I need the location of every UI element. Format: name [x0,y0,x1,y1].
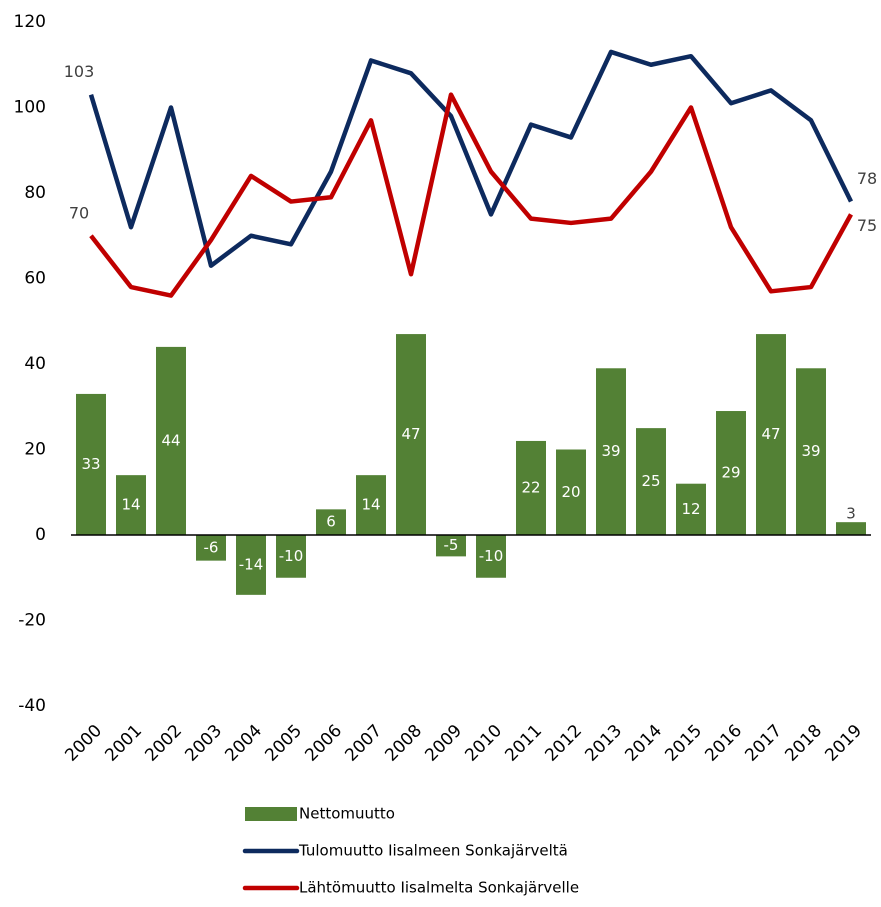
bar-label: 12 [681,500,700,518]
y-tick-label: 20 [24,440,46,460]
bar [76,393,106,535]
x-tick-label: 2007 [341,721,386,766]
x-tick-label: 2017 [741,721,786,766]
bar-label: 29 [721,464,740,482]
legend-label: Tulomuutto Iisalmeen Sonkajärveltä [298,842,568,860]
x-tick-label: 2009 [421,721,466,766]
x-tick-label: 2004 [221,721,266,766]
bar-label: -14 [239,555,264,573]
bar [116,475,146,535]
y-tick-label: 100 [14,98,46,118]
x-tick-label: 2016 [701,721,746,766]
bar [196,535,226,561]
line [88,49,854,268]
bar [316,509,346,535]
bar-label: 39 [601,442,620,460]
bar [396,334,426,535]
x-tick-label: 2019 [821,721,866,766]
y-tick-label: 0 [35,525,46,545]
x-tick-label: 2015 [661,721,706,766]
x-tick-label: 2006 [301,721,346,766]
bar [756,334,786,535]
bar-label: 6 [326,513,336,531]
line-label: 75 [857,216,877,235]
bar-label: -5 [444,536,459,554]
x-tick-label: 2011 [501,721,546,766]
y-tick-label: -40 [18,696,46,716]
line-label: 78 [857,169,877,188]
bar-label: 20 [561,483,580,501]
x-tick-label: 2008 [381,721,426,766]
legend-label: Lähtömuutto Iisalmelta Sonkajärvelle [299,879,579,897]
line-label: 70 [69,203,89,222]
legend-swatch [245,807,297,821]
x-tick-label: 2012 [541,721,586,766]
bar [836,522,866,535]
bar [156,346,186,535]
x-tick-label: 2005 [261,721,306,766]
bar-label: 44 [161,431,180,449]
bar-label: 3 [846,505,856,523]
bar-label: 47 [401,425,420,443]
bar [516,440,546,535]
x-tick-label: 2018 [781,721,826,766]
bar [796,368,826,535]
bar [676,483,706,535]
bar-label: -6 [204,538,219,556]
x-tick-label: 2002 [141,721,186,766]
bar-label: -10 [279,547,304,565]
x-tick-label: 2003 [181,721,226,766]
bar-label: 25 [641,472,660,490]
x-tick-label: 2013 [581,721,626,766]
y-tick-label: 40 [24,354,46,374]
bar-label: -10 [479,547,504,565]
line-label: 103 [64,62,95,81]
y-tick-label: 60 [24,269,46,289]
bar [716,411,746,535]
bar-label: 14 [121,496,140,514]
legend-label: Nettomuutto [299,805,395,823]
y-tick-label: 80 [24,183,46,203]
bar-label: 33 [81,455,100,473]
bar [596,368,626,535]
y-tick-label: -20 [18,611,46,631]
y-tick-label: 120 [14,12,46,32]
bar-label: 22 [521,478,540,496]
bar [636,428,666,535]
x-tick-label: 2000 [61,721,106,766]
bar-label: 47 [761,425,780,443]
bar [556,449,586,535]
line [89,92,853,298]
bar [356,475,386,535]
x-tick-label: 2014 [621,721,666,766]
bar [236,535,266,595]
bar [276,535,306,578]
bar [476,535,506,578]
bar-label: 39 [801,442,820,460]
bar-label: 14 [361,496,380,514]
x-tick-label: 2001 [101,721,146,766]
x-tick-label: 2010 [461,721,506,766]
bar [436,535,466,557]
